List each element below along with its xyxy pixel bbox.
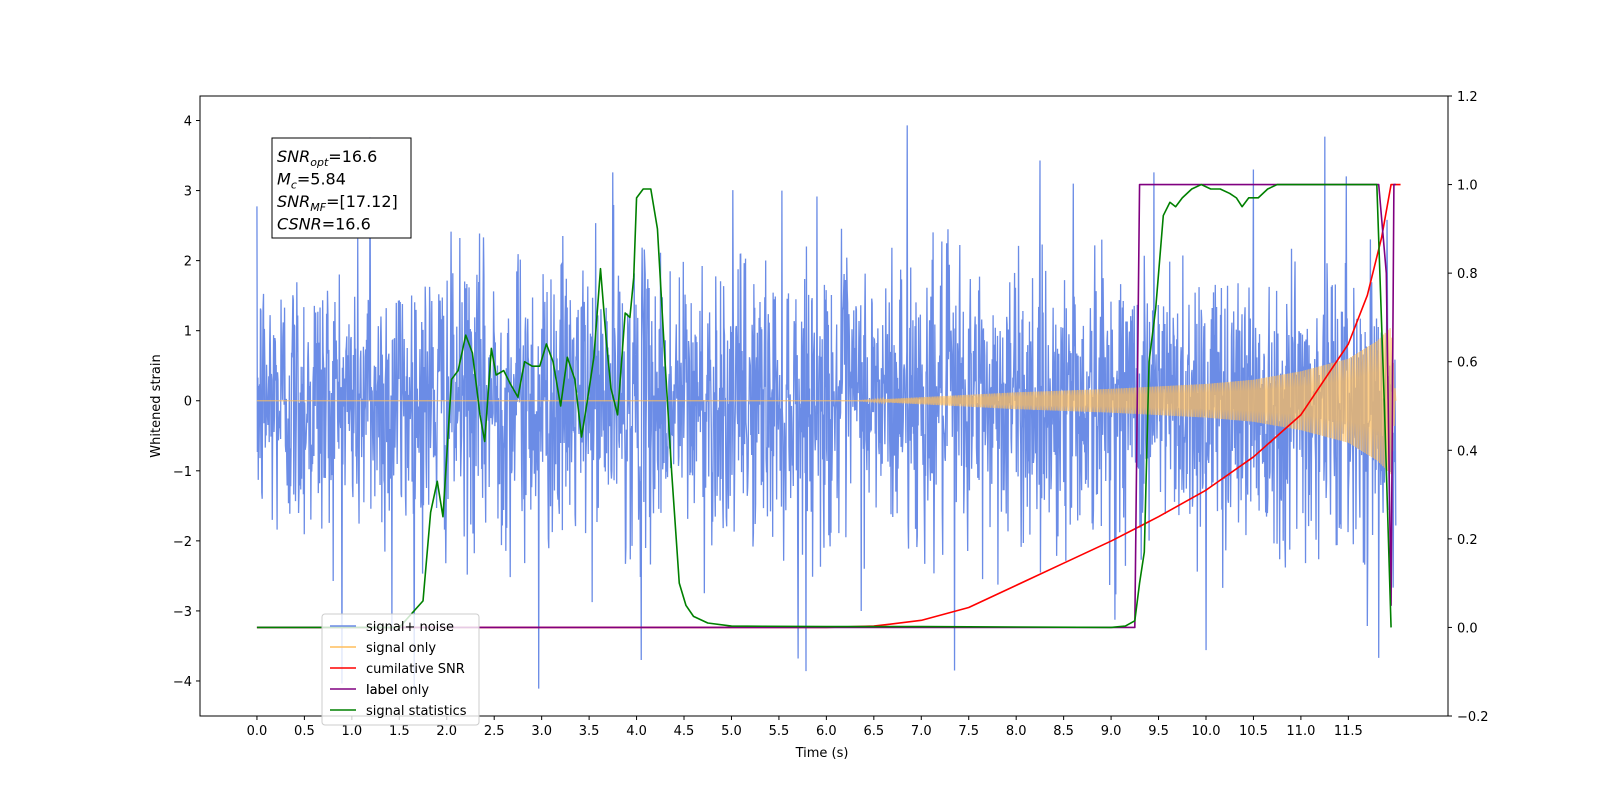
info-box-line: SNRopt=16.6 — [277, 147, 377, 169]
x-tick-label: 7.5 — [958, 724, 979, 739]
y-right-tick-label: 1.0 — [1457, 179, 1478, 194]
y-right-axis: 1.2 1.0 0.8 0.6 0.4 0.2 0.0 −0.2 — [1448, 90, 1489, 725]
x-tick-label: 4.5 — [674, 724, 695, 739]
y-right-tick-label: 0.6 — [1457, 356, 1478, 371]
x-tick-label: 6.0 — [816, 724, 837, 739]
y-left-tick-label: 4 — [184, 115, 192, 130]
y-right-tick-label: 1.2 — [1457, 90, 1478, 105]
x-tick-label: 5.0 — [721, 724, 742, 739]
x-axis: 0.0 0.5 1.0 1.5 2.0 2.5 3.0 3.5 4.0 4.5 5.0 5.5 6.0 6… — [247, 716, 1363, 739]
series-label — [256, 183, 1396, 629]
plot-series — [256, 125, 1401, 695]
x-tick-label: 10.0 — [1192, 724, 1221, 739]
x-tick-label: 2.5 — [484, 724, 505, 739]
y-left-tick-label: 2 — [184, 255, 192, 270]
legend-entry-label: signal only — [366, 641, 436, 656]
x-tick-label: 7.0 — [911, 724, 932, 739]
info-box-line: CSNR=16.6 — [277, 215, 371, 234]
x-tick-label: 6.5 — [863, 724, 884, 739]
y-left-tick-label: −3 — [173, 605, 192, 620]
x-tick-label: 0.5 — [294, 724, 315, 739]
series-signal-only — [256, 328, 1397, 475]
x-tick-label: 8.5 — [1053, 724, 1074, 739]
info-box-line: Mc=5.84 — [277, 170, 346, 192]
x-tick-label: 3.0 — [531, 724, 552, 739]
x-tick-label: 8.0 — [1006, 724, 1027, 739]
x-tick-label: 5.5 — [769, 724, 790, 739]
x-tick-label: 4.0 — [626, 724, 647, 739]
y-right-tick-label: −0.2 — [1457, 710, 1489, 725]
legend-entry-label: signal statistics — [366, 704, 467, 719]
y-left-axis: 4 3 2 1 0 −1 −2 −3 −4 — [173, 115, 200, 690]
x-tick-label: 10.5 — [1239, 724, 1268, 739]
y-left-tick-label: −4 — [173, 675, 192, 690]
legend-entry-label: label — [366, 683, 397, 698]
x-tick-label: 3.5 — [579, 724, 600, 739]
y-left-tick-label: 0 — [184, 395, 192, 410]
x-tick-label: 0.0 — [247, 724, 268, 739]
x-tick-label: 9.0 — [1101, 724, 1122, 739]
y-right-tick-label: 0.0 — [1457, 621, 1478, 636]
x-tick-label: 11.0 — [1286, 724, 1315, 739]
info-box-line: SNRMF=[17.12] — [277, 192, 398, 214]
plot-frame — [199, 95, 1449, 717]
legend-entry-label: signal+ noise — [366, 620, 454, 635]
x-tick-label: 1.0 — [342, 724, 363, 739]
x-tick-label: 2.0 — [436, 724, 457, 739]
series-signal-statistics — [256, 183, 1392, 629]
y-left-tick-label: 3 — [184, 185, 192, 200]
x-tick-label: 11.5 — [1334, 724, 1363, 739]
series-signal-noise — [256, 125, 1397, 695]
legend-hidden-fragment: label only — [366, 683, 429, 698]
y-left-tick-label: −2 — [173, 535, 192, 550]
y-left-tick-label: −1 — [173, 465, 192, 480]
legend-frame — [321, 613, 480, 726]
info-box-frame — [271, 137, 412, 239]
y-right-tick-label: 0.2 — [1457, 533, 1478, 548]
legend: label only signal+ noise signal only cumil… — [321, 613, 480, 726]
y-right-tick-label: 0.8 — [1457, 267, 1478, 282]
y-axis-label: Whitened strain — [149, 354, 164, 457]
y-left-tick-label: 1 — [184, 325, 192, 340]
y-right-tick-label: 0.4 — [1457, 444, 1478, 459]
x-tick-label: 9.5 — [1148, 724, 1169, 739]
x-axis-label: Time (s) — [795, 746, 849, 761]
x-tick-label: 1.5 — [389, 724, 410, 739]
legend-entry-label: cumilative SNR — [366, 662, 465, 677]
